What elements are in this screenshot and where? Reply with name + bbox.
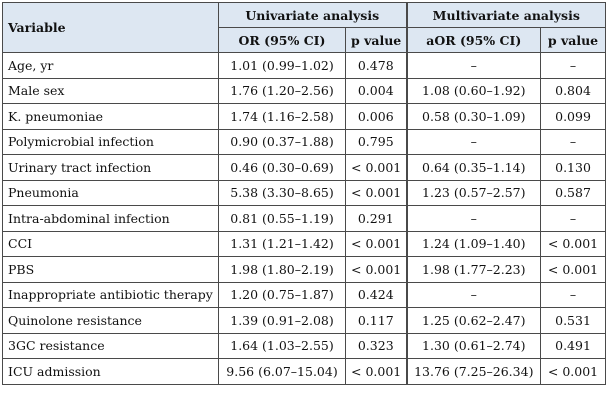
cell-p-multivariate: 0.531 bbox=[540, 307, 607, 334]
cell-aor: 1.08 (0.60–1.92) bbox=[405, 77, 542, 104]
cell-p-multivariate: 0.587 bbox=[540, 179, 607, 206]
cell-aor: 13.76 (7.25–26.34) bbox=[405, 358, 542, 385]
cell-or: 5.38 (3.30–8.65) bbox=[218, 179, 346, 206]
cell-aor: – bbox=[405, 52, 542, 79]
cell-aor: – bbox=[405, 128, 542, 155]
cell-or: 1.31 (1.21–1.42) bbox=[218, 230, 346, 257]
table-row: ICU admission 9.56 (6.07–15.04) < 0.001 13.… bbox=[2, 358, 607, 385]
cell-p-multivariate: – bbox=[540, 128, 607, 155]
cell-or: 1.74 (1.16–2.58) bbox=[218, 103, 346, 130]
cell-aor: 1.24 (1.09–1.40) bbox=[405, 230, 542, 257]
table-row: K. pneumoniae 1.74 (1.16–2.58) 0.006 0.58 (… bbox=[2, 103, 607, 130]
cell-aor: 1.30 (0.61–2.74) bbox=[405, 332, 542, 359]
cell-or: 9.56 (6.07–15.04) bbox=[218, 358, 346, 385]
header-row-groups: Variable Univariate analysis Multivariat… bbox=[2, 2, 607, 53]
cell-or: 0.46 (0.30–0.69) bbox=[218, 154, 346, 181]
header-p-univariate: p value bbox=[344, 27, 408, 53]
cell-aor: – bbox=[405, 205, 542, 232]
table-row: Pneumonia 5.38 (3.30–8.65) < 0.001 1.23 (0.… bbox=[2, 179, 607, 206]
cell-p-univariate: < 0.001 bbox=[344, 358, 408, 385]
cell-variable: Age, yr bbox=[2, 52, 219, 79]
header-p-multivariate: p value bbox=[540, 27, 607, 53]
cell-or: 0.81 (0.55–1.19) bbox=[218, 205, 346, 232]
cell-aor: 0.58 (0.30–1.09) bbox=[405, 103, 542, 130]
cell-p-multivariate: – bbox=[540, 205, 607, 232]
cell-variable: Quinolone resistance bbox=[2, 307, 219, 334]
table-row: Urinary tract infection 0.46 (0.30–0.69) <… bbox=[2, 154, 607, 181]
cell-p-multivariate: – bbox=[540, 281, 607, 308]
header-aor: aOR (95% CI) bbox=[405, 27, 542, 53]
cell-or: 0.90 (0.37–1.88) bbox=[218, 128, 346, 155]
cell-variable: 3GC resistance bbox=[2, 332, 219, 359]
cell-aor: 0.64 (0.35–1.14) bbox=[405, 154, 542, 181]
table-row: Polymicrobial infection 0.90 (0.37–1.88) 0… bbox=[2, 128, 607, 155]
cell-p-univariate: 0.795 bbox=[344, 128, 408, 155]
cell-or: 1.64 (1.03–2.55) bbox=[218, 332, 346, 359]
cell-p-univariate: 0.004 bbox=[344, 77, 408, 104]
cell-aor: 1.98 (1.77–2.23) bbox=[405, 256, 542, 283]
cell-or: 1.39 (0.91–2.08) bbox=[218, 307, 346, 334]
cell-or: 1.98 (1.80–2.19) bbox=[218, 256, 346, 283]
cell-p-multivariate: < 0.001 bbox=[540, 256, 607, 283]
cell-p-univariate: < 0.001 bbox=[344, 256, 408, 283]
header-row-columns: OR (95% CI) p value aOR (95% CI) p value bbox=[3, 27, 607, 53]
table-row: Inappropriate antibiotic therapy 1.20 (0.… bbox=[2, 281, 607, 308]
cell-p-multivariate: – bbox=[540, 52, 607, 79]
cell-p-univariate: 0.006 bbox=[344, 103, 408, 130]
cell-p-univariate: 0.323 bbox=[344, 332, 408, 359]
table-row: Intra-abdominal infection 0.81 (0.55–1.19… bbox=[2, 205, 607, 232]
table-row: Male sex 1.76 (1.20–2.56) 0.004 1.08 (0.60–… bbox=[2, 77, 607, 104]
cell-variable: K. pneumoniae bbox=[2, 103, 219, 130]
header-univariate: Univariate analysis bbox=[217, 2, 408, 28]
cell-variable: Polymicrobial infection bbox=[2, 128, 219, 155]
cell-p-univariate: 0.291 bbox=[344, 205, 408, 232]
cell-p-univariate: 0.424 bbox=[344, 281, 408, 308]
table-header: Variable Univariate analysis Multivariat… bbox=[2, 2, 607, 53]
cell-p-univariate: < 0.001 bbox=[344, 179, 408, 206]
cell-p-univariate: < 0.001 bbox=[344, 230, 408, 257]
table-row: PBS 1.98 (1.80–2.19) < 0.001 1.98 (1.77–2.2… bbox=[2, 256, 607, 283]
cell-p-multivariate: < 0.001 bbox=[540, 358, 607, 385]
cell-variable: Intra-abdominal infection bbox=[2, 205, 219, 232]
header-variable: Variable bbox=[2, 2, 219, 53]
regression-table: Variable Univariate analysis Multivariat… bbox=[2, 2, 607, 385]
cell-p-multivariate: 0.804 bbox=[540, 77, 607, 104]
table-row: Quinolone resistance 1.39 (0.91–2.08) 0.11… bbox=[2, 307, 607, 334]
table-body: Age, yr 1.01 (0.99–1.02) 0.478– – Male sex 1.… bbox=[2, 52, 607, 385]
cell-variable: ICU admission bbox=[2, 358, 219, 385]
table-row: CCI 1.31 (1.21–1.42) < 0.001 1.24 (1.09–1.4… bbox=[2, 230, 607, 257]
cell-or: 1.20 (0.75–1.87) bbox=[218, 281, 346, 308]
cell-variable: CCI bbox=[2, 230, 219, 257]
cell-p-multivariate: 0.130 bbox=[540, 154, 607, 181]
cell-p-univariate: < 0.001 bbox=[344, 154, 408, 181]
cell-p-univariate: 0.478 bbox=[344, 52, 408, 79]
table-container: Variable Univariate analysis Multivariat… bbox=[2, 2, 607, 385]
cell-aor: – bbox=[405, 281, 542, 308]
cell-variable: Pneumonia bbox=[2, 179, 219, 206]
cell-or: 1.01 (0.99–1.02) bbox=[218, 52, 346, 79]
header-or: OR (95% CI) bbox=[218, 27, 346, 53]
cell-variable: Urinary tract infection bbox=[2, 154, 219, 181]
cell-p-univariate: 0.117 bbox=[344, 307, 408, 334]
cell-aor: 1.23 (0.57–2.57) bbox=[405, 179, 542, 206]
cell-p-multivariate: 0.491 bbox=[540, 332, 607, 359]
table-row: Age, yr 1.01 (0.99–1.02) 0.478– – bbox=[2, 52, 607, 79]
cell-p-multivariate: 0.099 bbox=[540, 103, 607, 130]
cell-p-multivariate: < 0.001 bbox=[540, 230, 607, 257]
cell-variable: Male sex bbox=[2, 77, 219, 104]
header-multivariate: Multivariate analysis bbox=[405, 2, 607, 28]
cell-aor: 1.25 (0.62–2.47) bbox=[405, 307, 542, 334]
cell-variable: PBS bbox=[2, 256, 219, 283]
cell-or: 1.76 (1.20–2.56) bbox=[218, 77, 346, 104]
cell-variable: Inappropriate antibiotic therapy bbox=[2, 281, 219, 308]
table-row: 3GC resistance 1.64 (1.03–2.55) 0.323 1.30 … bbox=[2, 332, 607, 359]
